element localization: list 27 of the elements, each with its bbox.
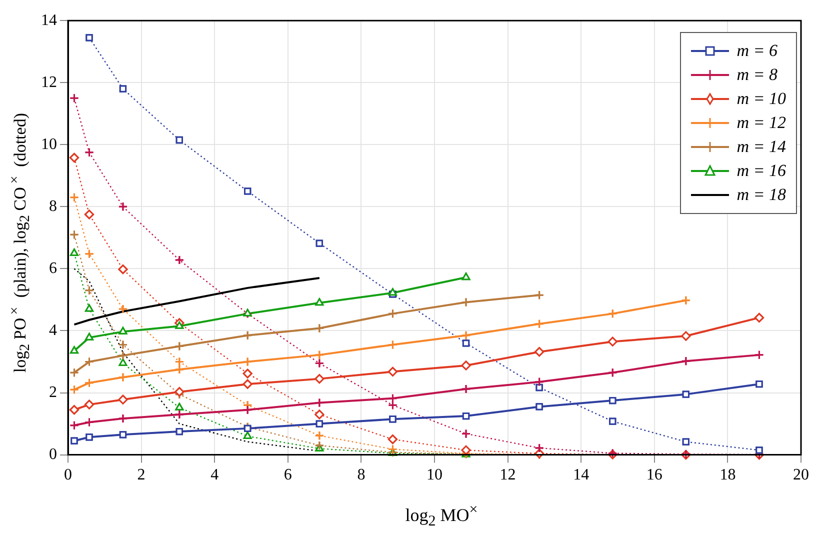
y-tick-label: 12 (41, 74, 57, 91)
y-tick-label: 8 (49, 198, 57, 215)
y-tick-label: 2 (49, 384, 57, 401)
x-tick-label: 14 (573, 466, 590, 484)
x-tick-label: 18 (720, 466, 736, 484)
x-tick-label: 10 (426, 466, 442, 484)
x-tick-label: 2 (137, 466, 146, 484)
x-tick-label: 6 (284, 466, 292, 484)
legend-label: m = 16 (736, 161, 786, 181)
legend-label: m = 10 (736, 89, 786, 109)
x-tick-label: 0 (64, 466, 72, 484)
x-tick-label: 16 (646, 466, 662, 484)
x-tick-label: 8 (357, 466, 366, 484)
x-tick-label: 20 (793, 466, 809, 484)
y-tick-label: 10 (41, 136, 57, 153)
y-tick-label: 0 (49, 446, 57, 464)
legend-label: m = 18 (736, 185, 786, 205)
x-tick-label: 4 (210, 466, 219, 484)
legend-label: m = 6 (736, 41, 778, 61)
y-tick-label: 6 (49, 260, 57, 277)
y-tick-label: 4 (49, 322, 57, 339)
x-tick-label: 12 (500, 466, 516, 484)
y-tick-label: 14 (41, 12, 57, 29)
x-axis-title: log$_{2}$ MO$^{×}$ (404, 502, 479, 531)
legend-label: m = 14 (736, 137, 786, 157)
legend-label: m = 12 (736, 113, 786, 133)
legend-label: m = 8 (736, 65, 778, 85)
